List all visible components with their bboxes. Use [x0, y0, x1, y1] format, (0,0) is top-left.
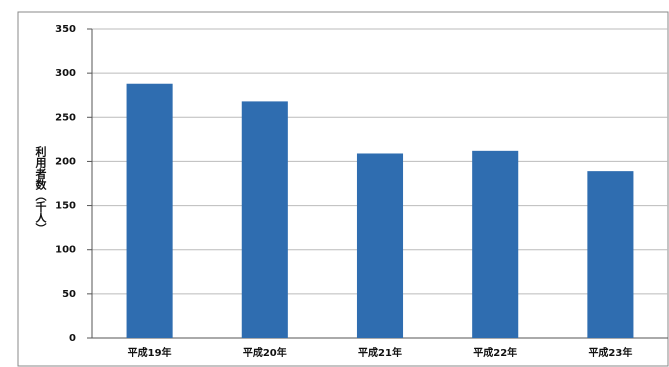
y-tick-label: 0 [69, 333, 76, 344]
x-tick-label: 平成22年 [473, 346, 517, 359]
bar [126, 83, 173, 338]
y-tick-label: 100 [55, 245, 76, 256]
y-tick-label: 250 [55, 112, 76, 123]
y-axis-label: 利用者数（千人） [34, 145, 48, 234]
y-tick-label: 50 [62, 289, 76, 300]
x-tick-label: 平成21年 [358, 346, 402, 359]
bar [356, 153, 404, 338]
x-tick-label: 平成20年 [243, 346, 287, 359]
x-tick-label: 平成23年 [588, 346, 632, 359]
bar [241, 101, 288, 338]
bar [587, 171, 634, 338]
y-tick-label: 350 [55, 24, 76, 35]
y-tick-label: 150 [55, 201, 76, 212]
bar [472, 150, 519, 338]
y-tick-label: 300 [55, 68, 76, 79]
y-tick-label: 200 [55, 156, 76, 167]
x-tick-label: 平成19年 [128, 346, 172, 359]
chart-frame [17, 11, 669, 367]
